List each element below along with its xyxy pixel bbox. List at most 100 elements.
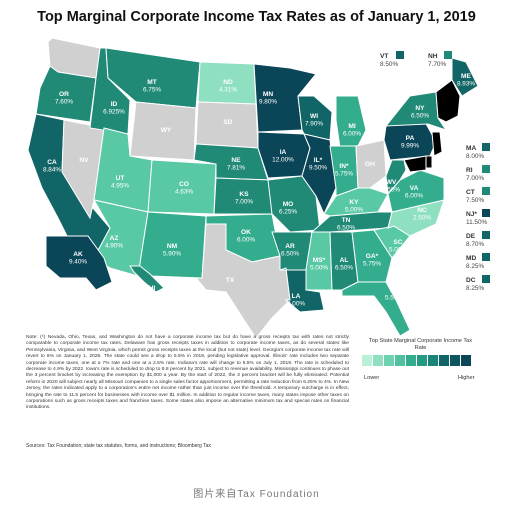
state-rate-GA: 5.75% bbox=[363, 261, 381, 268]
state-label-AK: AK bbox=[73, 251, 83, 258]
state-label-FL: FL bbox=[390, 287, 398, 294]
state-label-SC: SC bbox=[393, 239, 402, 246]
state-label-GA: GA* bbox=[366, 253, 379, 260]
state-rate-FL: 5.50% bbox=[385, 295, 403, 302]
state-rate-CO: 4.63% bbox=[175, 189, 193, 196]
state-rate-KY: 5.00% bbox=[345, 207, 363, 214]
state-label-SD: SD bbox=[223, 119, 232, 126]
side-swatch-VT bbox=[396, 51, 404, 59]
state-rate-SC: 5.00% bbox=[389, 247, 407, 254]
side-swatch-RI bbox=[482, 165, 490, 173]
side-rate-DE: 8.70% bbox=[466, 241, 484, 248]
side-label-VT: VT bbox=[380, 53, 388, 60]
state-rate-NC: 2.50% bbox=[413, 215, 431, 222]
side-swatch-DE bbox=[482, 231, 490, 239]
state-label-IL: IL* bbox=[314, 157, 323, 164]
state-label-ID: ID bbox=[111, 101, 118, 108]
state-rate-IL: 9.50% bbox=[309, 165, 327, 172]
footnote-text: Note: (*) Nevada, Ohio, Texas, and Washi… bbox=[26, 335, 349, 411]
legend-swatch bbox=[395, 355, 405, 366]
state-label-UT: UT bbox=[116, 175, 125, 182]
state-rate-AL: 6.50% bbox=[335, 265, 353, 272]
state-HI bbox=[129, 265, 165, 293]
state-rate-UT: 4.95% bbox=[111, 183, 129, 190]
state-MD bbox=[403, 155, 427, 173]
side-label-DE: DE bbox=[466, 233, 476, 240]
state-rate-PA: 9.99% bbox=[401, 143, 419, 150]
state-label-AR: AR bbox=[285, 243, 295, 250]
side-label-MD: MD bbox=[466, 255, 476, 262]
state-label-WV: WV bbox=[386, 179, 397, 186]
state-OR bbox=[35, 65, 97, 123]
legend-swatch bbox=[373, 355, 383, 366]
side-rate-DC: 8.25% bbox=[466, 285, 484, 292]
state-label-NV: NV bbox=[79, 157, 89, 164]
state-label-CA: CA bbox=[47, 159, 57, 166]
side-swatch-NH bbox=[444, 51, 452, 59]
state-label-WY: WY bbox=[161, 127, 172, 134]
legend-high-label: Higher bbox=[458, 375, 475, 381]
side-rate-MD: 8.25% bbox=[466, 263, 484, 270]
state-rate-ME: 8.93% bbox=[457, 81, 475, 88]
state-label-MT: MT bbox=[147, 79, 157, 86]
state-rate-NY: 6.50% bbox=[411, 113, 429, 120]
state-label-PA: PA bbox=[406, 135, 415, 142]
side-label-CT: CT bbox=[466, 189, 475, 196]
state-label-IA: IA bbox=[280, 149, 287, 156]
legend-swatch bbox=[428, 355, 438, 366]
state-rate-NM: 5.90% bbox=[163, 251, 181, 258]
state-label-MI: MI bbox=[348, 123, 355, 130]
legend-title: Top State Marginal Corporate Income Tax … bbox=[368, 338, 473, 351]
state-NJ bbox=[431, 131, 443, 157]
legend-swatch bbox=[461, 355, 471, 366]
side-swatch-DC bbox=[482, 275, 490, 283]
map-title: Top Marginal Corporate Income Tax Rates … bbox=[37, 9, 476, 25]
side-swatch-MA bbox=[482, 143, 490, 151]
state-rate-TN: 6.50% bbox=[337, 225, 355, 232]
state-label-NC: NC bbox=[417, 207, 427, 214]
state-MI bbox=[335, 95, 367, 149]
state-label-OR: OR bbox=[59, 91, 69, 98]
state-FL bbox=[341, 281, 411, 337]
state-NM bbox=[137, 211, 207, 279]
state-rate-MS: 5.00% bbox=[310, 265, 328, 272]
state-label-NE: NE bbox=[231, 157, 241, 164]
side-swatch-CT bbox=[482, 187, 490, 195]
state-label-TN: TN bbox=[342, 217, 351, 224]
side-swatch-NJ bbox=[482, 209, 490, 217]
state-label-AL: AL bbox=[340, 257, 349, 264]
state-label-NM: NM bbox=[167, 243, 178, 250]
side-swatch-MD bbox=[482, 253, 490, 261]
state-rate-MN: 9.80% bbox=[259, 99, 277, 106]
state-ME bbox=[451, 57, 479, 97]
legend-swatch bbox=[384, 355, 394, 366]
state-rate-VA: 6.00% bbox=[405, 193, 423, 200]
state-label-OK: OK bbox=[241, 229, 251, 236]
side-label-NJ: NJ* bbox=[466, 211, 477, 218]
state-rate-NE: 7.81% bbox=[227, 165, 245, 172]
legend-swatch bbox=[417, 355, 427, 366]
state-label-MO: MO bbox=[283, 201, 294, 208]
state-rate-ID: 6.925% bbox=[103, 109, 125, 116]
state-label-ND: ND bbox=[223, 79, 233, 86]
side-rate-CT: 7.50% bbox=[466, 197, 484, 204]
state-label-MS: MS* bbox=[313, 257, 326, 264]
image-caption: 图片来自Tax Foundation bbox=[193, 489, 320, 500]
state-label-KS: KS bbox=[239, 191, 249, 198]
state-rate-OK: 6.00% bbox=[237, 237, 255, 244]
side-rate-MA: 8.00% bbox=[466, 153, 484, 160]
legend-swatch bbox=[362, 355, 372, 366]
state-label-ME: ME bbox=[461, 73, 471, 80]
state-rate-AZ: 4.90% bbox=[105, 243, 123, 250]
state-label-AZ: AZ bbox=[110, 235, 119, 242]
side-rate-VT: 8.50% bbox=[380, 61, 398, 68]
state-label-TX: TX bbox=[226, 277, 235, 284]
state-label-VA: VA bbox=[410, 185, 419, 192]
state-label-OH: OH bbox=[365, 161, 375, 168]
state-rate-ND: 4.31% bbox=[219, 87, 237, 94]
sources-text: Sources: Tax Foundation; state tax statu… bbox=[26, 443, 211, 449]
state-rate-IA: 12.00% bbox=[272, 157, 294, 164]
state-rate-AK: 9.40% bbox=[69, 259, 87, 266]
legend-swatch bbox=[450, 355, 460, 366]
